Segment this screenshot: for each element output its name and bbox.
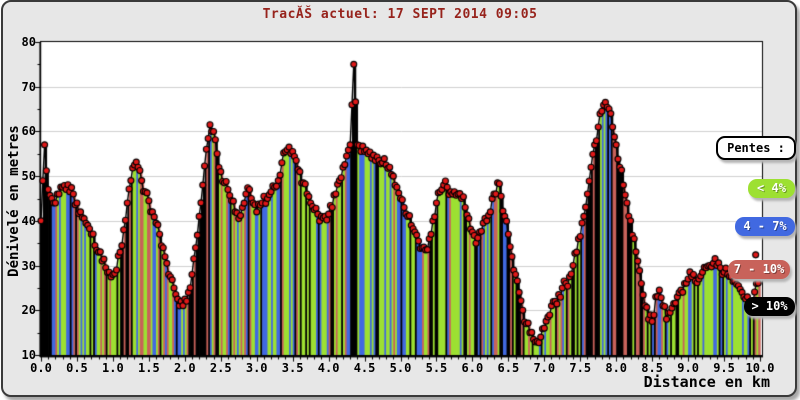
legend-chip-gt10[interactable]: > 10% [744,297,795,316]
x-tick-label: 0.0 [30,361,52,375]
x-tick-label: 5.5 [425,361,448,375]
y-tick-label: 30 [21,258,36,273]
x-tick-label: 4.0 [317,361,340,375]
x-tick-label: 2.5 [209,361,232,375]
x-tick-label: 2.0 [173,361,196,375]
legend-chip-4-7[interactable]: 4 - 7% [735,217,795,236]
legend-chip-7-10[interactable]: 7 - 10% [728,260,790,279]
y-tick-label: 70 [21,79,36,94]
x-tick-label: 1.0 [102,361,124,375]
y-tick-label: 60 [21,124,36,139]
x-tick-label: 6.5 [497,361,520,375]
x-axis-label: Distance en km [643,373,770,391]
x-tick-label: 3.0 [245,361,268,375]
x-tick-label: 7.5 [569,361,592,375]
x-tick-label: 8.5 [641,361,663,375]
x-tick-label: 9.0 [677,361,699,375]
x-tick-label: 3.5 [281,361,304,375]
x-tick-label: 5.0 [389,361,412,375]
y-tick-label: 20 [21,303,36,318]
y-axis-label: Dénivelé en metres [6,125,22,277]
legend-chip-lt4[interactable]: < 4% [748,179,795,198]
x-tick-label: 6.0 [461,361,484,375]
x-tick-label: 10.0 [745,361,775,375]
y-tick-label: 40 [21,213,36,228]
chart-title: TracĂŠ actuel: 17 SEPT 2014 09:05 [262,7,538,22]
x-tick-label: 8.0 [605,361,628,375]
elevation-chart-canvas [32,38,766,362]
y-tick-label: 50 [21,169,36,184]
x-tick-label: 0.5 [66,361,88,375]
x-tick-label: 4.5 [353,361,376,375]
x-tick-label: 7.0 [533,361,556,375]
x-tick-label: 9.5 [713,361,735,375]
y-tick-label: 10 [21,348,36,362]
y-tick-label: 80 [21,35,36,49]
legend-title: Pentes : [716,136,796,160]
x-tick-label: 1.5 [138,361,160,375]
